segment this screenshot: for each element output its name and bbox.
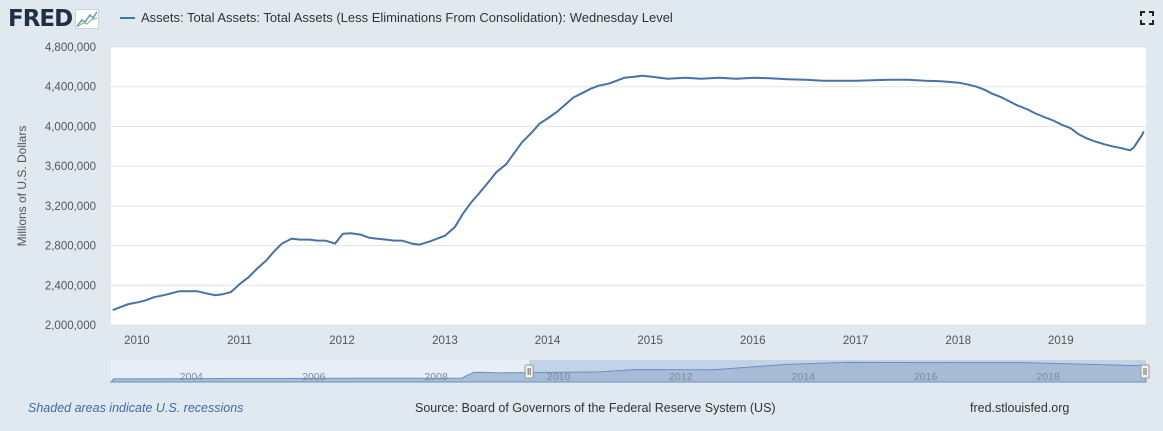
- x-tick-label: 2013: [432, 335, 458, 347]
- handle-grip[interactable]: [1140, 364, 1150, 379]
- y-tick-label: 2,000,000: [45, 320, 96, 332]
- x-tick-label: 2015: [637, 335, 663, 347]
- y-tick-label: 2,400,000: [45, 280, 96, 292]
- x-tick-label: 2016: [740, 335, 766, 347]
- handle-grip[interactable]: [524, 364, 534, 379]
- y-tick-label: 3,200,000: [45, 201, 96, 213]
- legend-swatch: [120, 16, 135, 19]
- navigator-tick-labels: 2004 2006 2008 2010 2012 2014 2016 2018: [180, 371, 1060, 383]
- navigator[interactable]: 2004 2006 2008 2010 2012 2014 2016 2018: [109, 360, 1150, 383]
- y-tick-label: 4,400,000: [45, 82, 96, 94]
- chart-legend[interactable]: Assets: Total Assets: Total Assets (Less…: [120, 10, 673, 25]
- navigator-tick-label: 2012: [669, 371, 693, 383]
- x-tick-labels: 2010 2011 2012 2013 2014 2015 2016 2017 2018 2019: [124, 335, 1074, 347]
- y-tick-label: 3,600,000: [45, 161, 96, 173]
- navigator-tick-label: 2004: [180, 371, 204, 383]
- navigator-handle-right[interactable]: [1140, 364, 1150, 379]
- fred-logo-text: FRED: [8, 6, 73, 32]
- series-line: [112, 74, 1145, 312]
- y-tick-labels: 2,000,000 2,400,000 2,800,000 3,200,000 3,60…: [45, 42, 96, 332]
- x-tick-label: 2012: [329, 335, 355, 347]
- x-tick-label: 2014: [535, 335, 561, 347]
- y-tick-label: 4,800,000: [45, 42, 96, 54]
- navigator-handle-left[interactable]: [524, 364, 534, 379]
- x-tick-label: 2018: [945, 335, 971, 347]
- navigator-tick-label: 2016: [914, 371, 938, 383]
- y-axis-label: Millions of U.S. Dollars: [15, 126, 29, 247]
- recession-note-link[interactable]: Shaded areas indicate U.S. recessions: [28, 401, 244, 415]
- x-tick-label: 2017: [843, 335, 869, 347]
- navigator-series-area: [109, 361, 1147, 383]
- y-tick-label: 4,000,000: [45, 121, 96, 133]
- navigator-tick-label: 2014: [792, 371, 816, 383]
- navigator-tick-label: 2018: [1036, 371, 1060, 383]
- site-link[interactable]: fred.stlouisfed.org: [970, 401, 1070, 415]
- x-tick-label: 2011: [227, 335, 252, 347]
- plot-area: [111, 47, 1146, 325]
- navigator-tick-label: 2008: [424, 371, 448, 383]
- fred-chart-icon: [75, 9, 100, 29]
- fred-logo[interactable]: FRED: [8, 6, 100, 32]
- source-note: Source: Board of Governors of the Federa…: [415, 401, 776, 415]
- x-tick-label: 2010: [124, 335, 150, 347]
- y-tick-label: 2,800,000: [45, 241, 96, 253]
- navigator-tick-label: 2010: [547, 371, 571, 383]
- fullscreen-icon[interactable]: [1140, 11, 1154, 25]
- x-tick-label: 2019: [1048, 335, 1074, 347]
- navigator-tick-label: 2006: [302, 371, 326, 383]
- legend-label: Assets: Total Assets: Total Assets (Less…: [141, 10, 673, 25]
